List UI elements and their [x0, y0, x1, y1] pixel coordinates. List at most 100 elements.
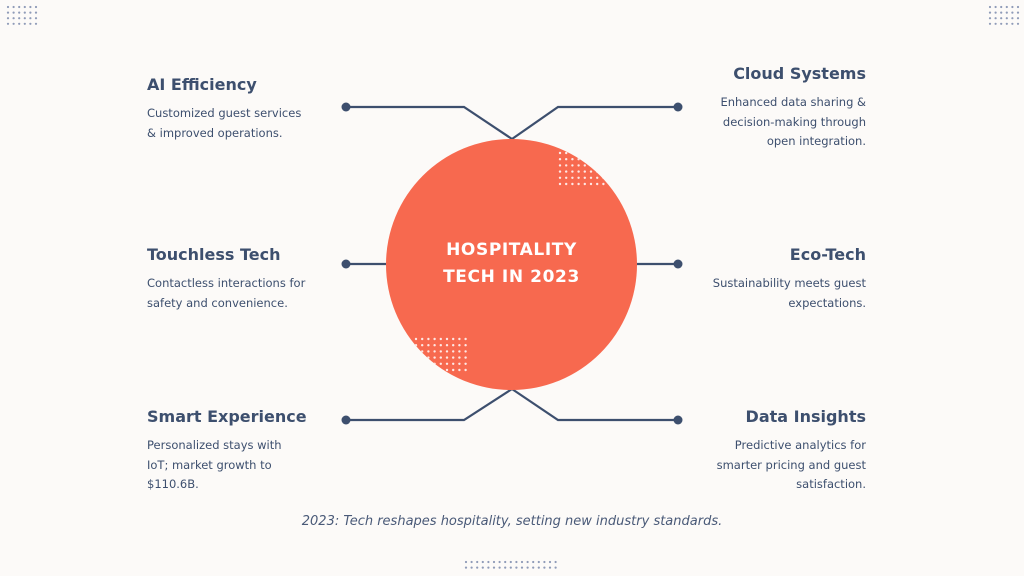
decor-dot: [1011, 11, 1014, 14]
decor-dot: [445, 356, 449, 359]
decor-dot: [583, 158, 586, 161]
decor-dot: [515, 566, 518, 569]
decor-dot: [988, 11, 992, 14]
decor-dot: [596, 164, 599, 167]
decor-dot: [6, 22, 10, 25]
decor-dot: [452, 362, 455, 365]
connector-cloud-systems: [511, 105, 678, 140]
decor-dot: [498, 560, 501, 564]
decor-dot: [1016, 17, 1020, 20]
connector-ai-efficiency: [346, 105, 513, 140]
decor-dot: [583, 170, 586, 173]
decor-dot: [589, 164, 593, 167]
decor-dot: [414, 356, 418, 359]
decor-dot: [492, 566, 496, 569]
decor-dot: [537, 560, 540, 564]
decor-dot: [464, 356, 467, 359]
node-dot: [341, 102, 351, 112]
decor-dot: [589, 182, 593, 186]
decor-dot: [433, 362, 436, 365]
decor-dot: [12, 22, 15, 25]
decor-dot: [34, 22, 38, 25]
decor-dot: [445, 362, 449, 365]
decor-dot: [543, 560, 546, 564]
item-cloud-systems: Cloud Systems Enhanced data sharing & dec…: [636, 64, 866, 152]
decor-dot: [596, 151, 599, 155]
decor-dot: [577, 170, 580, 173]
decor-dot: [1011, 22, 1014, 25]
decor-dot: [1011, 17, 1014, 20]
decor-dot: [414, 344, 418, 347]
decor-dot: [414, 337, 418, 341]
decor-dot: [470, 566, 473, 569]
decor-dot: [34, 17, 38, 20]
decor-dot: [608, 164, 611, 167]
decor-dot: [487, 560, 490, 564]
decor-dot: [458, 350, 461, 353]
decor-dot: [515, 560, 518, 564]
decor-dot: [421, 344, 424, 347]
decor-dot: [23, 5, 26, 9]
decor-dot: [571, 164, 574, 167]
decor-dot: [1000, 22, 1003, 25]
node-dot: [341, 415, 351, 425]
item-title: Eco-Tech: [789, 245, 866, 264]
decor-dot: [414, 362, 418, 365]
node-dot: [673, 259, 683, 269]
decor-dot: [571, 170, 574, 173]
decor-dot: [439, 337, 442, 341]
decor-dot: [34, 5, 38, 9]
item-title: AI Efficiency: [147, 75, 257, 94]
item-eco-tech: Eco-Tech Sustainability meets guest expec…: [636, 245, 866, 313]
decor-dot: [558, 182, 562, 186]
decor-dot: [481, 566, 484, 569]
item-description: Personalized stays with IoT; market growt…: [147, 438, 282, 491]
decor-dot: [532, 560, 535, 564]
center-title-line1: HOSPITALITY: [446, 240, 577, 260]
decor-dot: [12, 17, 15, 20]
decor-dot: [565, 176, 568, 179]
decor-dot: [492, 560, 496, 564]
item-description: Predictive analytics for smarter pricing …: [716, 438, 866, 491]
decor-dot: [464, 560, 468, 564]
decor-dot: [452, 368, 455, 372]
decor-dot: [452, 344, 455, 347]
decor-dot: [596, 182, 599, 186]
decor-dot: [583, 176, 586, 179]
decor-dot: [1016, 11, 1020, 14]
decor-dot: [577, 164, 580, 167]
decor-dot: [1005, 5, 1008, 9]
decor-dot: [554, 560, 557, 564]
decor-dot: [589, 176, 593, 179]
decor-dot: [994, 11, 997, 14]
decor-dot: [520, 560, 524, 564]
decor-dot: [29, 11, 32, 14]
decor-dot: [458, 356, 461, 359]
decor-dot: [414, 368, 418, 372]
decor-dot: [589, 158, 593, 161]
decor-dot: [29, 22, 32, 25]
decor-dot: [504, 560, 507, 564]
center-title-line2: TECH IN 2023: [443, 267, 580, 287]
decor-dot: [439, 344, 442, 347]
decor-dot: [577, 158, 580, 161]
decor-dot: [464, 350, 467, 353]
item-description: Enhanced data sharing & decision-making t…: [720, 95, 866, 148]
decor-dot: [558, 151, 562, 155]
decor-dot: [994, 5, 997, 9]
decor-dot: [458, 368, 461, 372]
decor-dot: [526, 560, 529, 564]
decor-dot: [464, 362, 467, 365]
decor-dot: [439, 362, 442, 365]
decor-dot: [433, 356, 436, 359]
decor-dot: [537, 566, 540, 569]
decor-dot: [602, 151, 605, 155]
item-data-insights: Data Insights Predictive analytics for sm…: [636, 407, 866, 495]
decor-dot: [1005, 17, 1008, 20]
node-dot: [341, 259, 351, 269]
decor-dot: [565, 170, 568, 173]
decor-dot: [476, 566, 479, 569]
decor-dot: [565, 158, 568, 161]
decor-dot: [565, 182, 568, 186]
decor-dot: [509, 560, 512, 564]
